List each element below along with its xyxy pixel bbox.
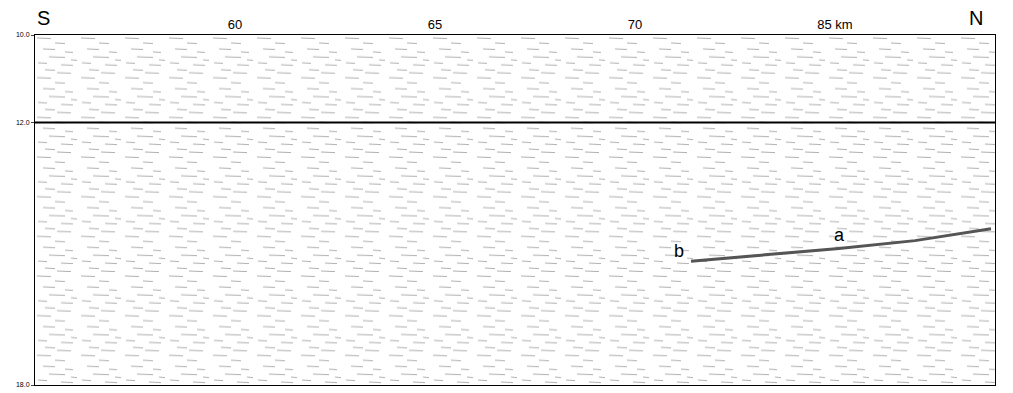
svg-text:b: b <box>674 241 684 261</box>
svg-text:S: S <box>37 7 50 29</box>
svg-text:85 km: 85 km <box>817 17 852 32</box>
svg-text:60: 60 <box>228 17 242 32</box>
svg-text:12.0: 12.0 <box>16 119 30 126</box>
svg-text:18.0: 18.0 <box>16 381 30 388</box>
svg-text:a: a <box>834 225 845 245</box>
svg-text:70: 70 <box>628 17 642 32</box>
svg-text:65: 65 <box>428 17 442 32</box>
svg-text:N: N <box>969 7 983 29</box>
svg-text:10.0: 10.0 <box>16 31 30 38</box>
